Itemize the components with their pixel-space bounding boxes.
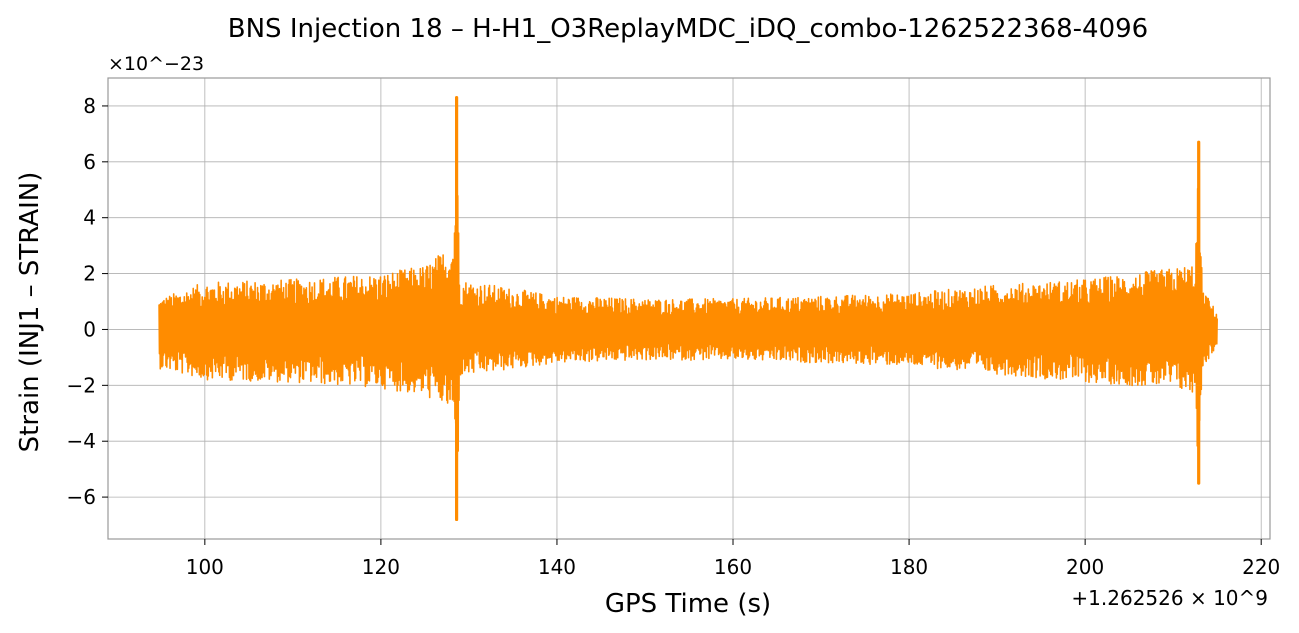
y-tick-label-7: 8 bbox=[83, 94, 96, 118]
x-tick-label-1: 120 bbox=[362, 555, 400, 579]
y-tick-label-0: −6 bbox=[67, 485, 96, 509]
plot-frame bbox=[107, 77, 1271, 540]
y-tick-label-5: 4 bbox=[83, 206, 96, 230]
x-tick-label-4: 180 bbox=[890, 555, 928, 579]
y-tick-label-1: −4 bbox=[67, 429, 96, 453]
x-tick-label-2: 140 bbox=[538, 555, 576, 579]
y-axis-label: Strain (INJ1 – STRAIN) bbox=[15, 172, 45, 453]
x-axis-label: GPS Time (s) bbox=[605, 589, 771, 619]
chart-title: BNS Injection 18 – H-H1_O3ReplayMDC_iDQ_… bbox=[228, 14, 1148, 44]
y-tick-label-2: −2 bbox=[67, 373, 96, 397]
x-tick-label-3: 160 bbox=[714, 555, 752, 579]
y-tick-label-3: 0 bbox=[83, 317, 96, 341]
strain-series-line bbox=[158, 128, 1218, 477]
series-area bbox=[158, 128, 1218, 477]
x-ticks: 100 120 140 160 180 200 220 bbox=[186, 539, 1280, 579]
x-tick-label-0: 100 bbox=[186, 555, 224, 579]
x-offset-label: +1.262526 × 10^9 bbox=[1071, 586, 1268, 610]
spike-lines bbox=[455, 95, 1201, 522]
y-tick-label-4: 2 bbox=[83, 262, 96, 286]
x-tick-label-6: 220 bbox=[1242, 555, 1280, 579]
x-tick-label-5: 200 bbox=[1066, 555, 1104, 579]
y-ticks: −6 −4 −2 0 2 4 6 8 bbox=[67, 94, 108, 509]
y-tick-label-6: 6 bbox=[83, 150, 96, 174]
y-multiplier-label: ×10^−23 bbox=[108, 53, 204, 75]
